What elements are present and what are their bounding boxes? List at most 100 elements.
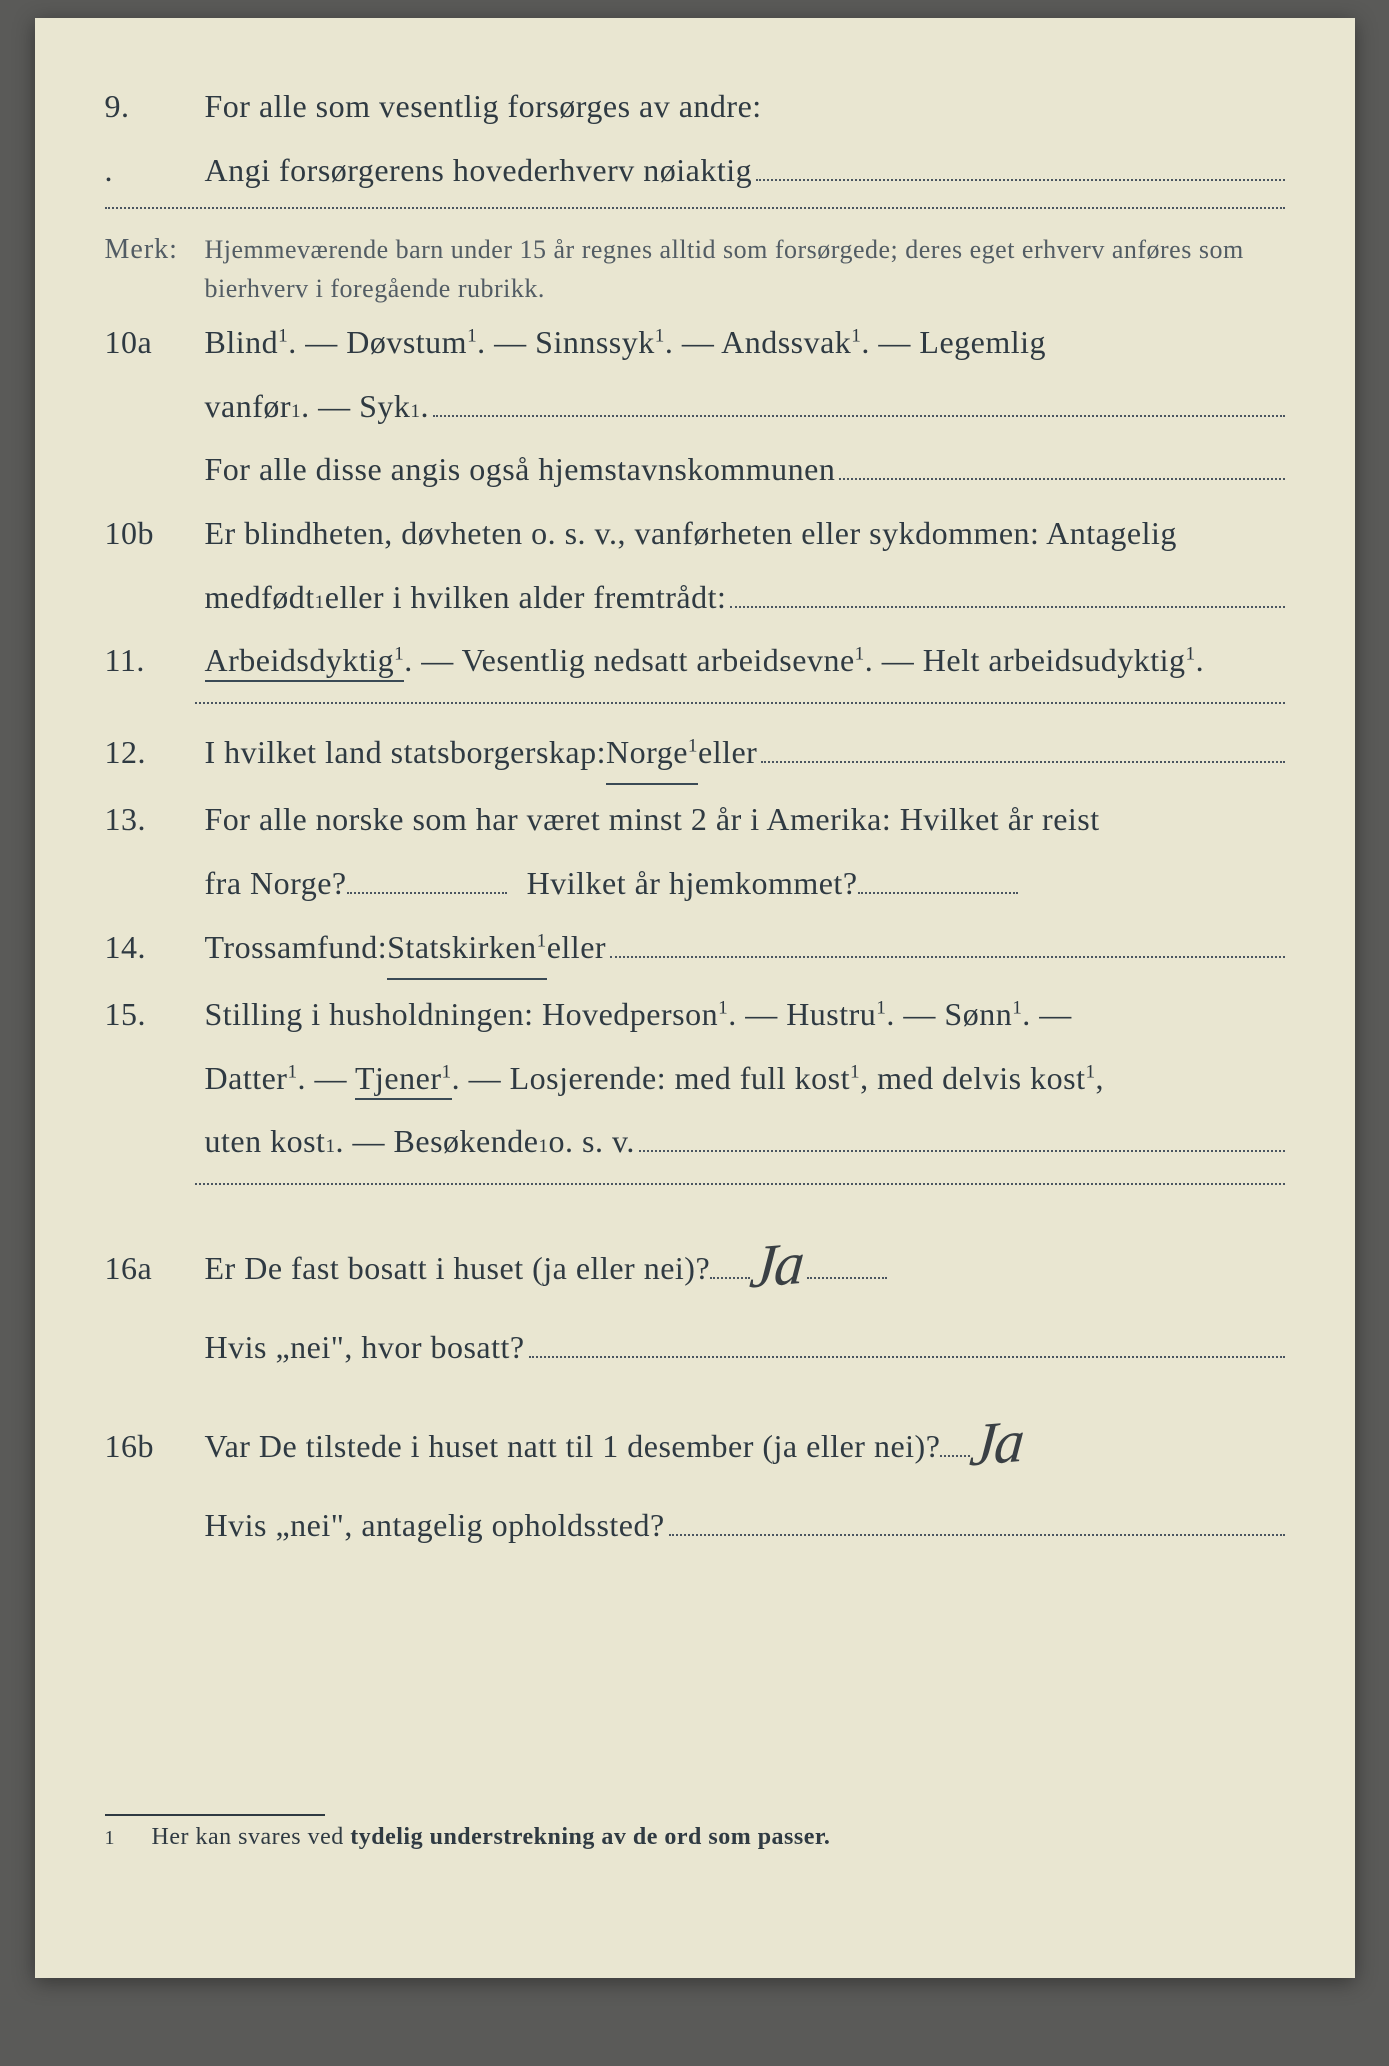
fill-line	[858, 863, 1018, 894]
fill-line	[807, 1248, 887, 1279]
q10b-text1: Er blindheten, døvheten o. s. v., vanfør…	[205, 505, 1285, 563]
sup: 1	[394, 644, 404, 665]
opt-arbeidsdyktig-selected: Arbeidsdyktig1	[205, 642, 405, 682]
opt-hovedperson: Stilling i husholdningen: Hovedperson	[205, 996, 719, 1032]
sup: 1	[718, 997, 728, 1018]
footnote: 1 Her kan svares ved tydelig understrekn…	[105, 1824, 1285, 1851]
sup: 1	[441, 1061, 451, 1082]
footnote-text: Her kan svares ved tydelig understreknin…	[152, 1824, 831, 1850]
q12-number: 12.	[105, 724, 205, 782]
q15-dash: . —	[1022, 996, 1072, 1032]
q10b-line2: medfødt1 eller i hvilken alder fremtrådt…	[105, 569, 1285, 627]
opt-sinnssyk: . — Sinnssyk	[477, 324, 655, 360]
q12-pre: I hvilket land statsborgerskap:	[205, 724, 607, 782]
sup: 1	[538, 1130, 548, 1165]
sup: 1	[1085, 1061, 1095, 1082]
q13-a: fra Norge?	[205, 855, 347, 913]
q9-line2: . Angi forsørgerens hovederhverv nøiakti…	[105, 142, 1285, 200]
opt-sonn: . — Sønn	[886, 996, 1012, 1032]
divider	[195, 1183, 1285, 1185]
q12-line: 12. I hvilket land statsborgerskap: Norg…	[105, 724, 1285, 786]
opt-datter: Datter	[205, 1060, 288, 1096]
fill-line	[710, 1248, 750, 1279]
q16b-text: Var De tilstede i huset natt til 1 desem…	[205, 1418, 941, 1476]
footnote-bold: tydelig understrekning av de ord som pas…	[350, 1824, 830, 1850]
fill-line	[639, 1122, 1285, 1153]
q10a-line2: vanfør1. — Syk1.	[105, 378, 1285, 436]
q15-line1: 15. Stilling i husholdningen: Hovedperso…	[105, 986, 1285, 1044]
q9-line1: 9. For alle som vesentlig forsørges av a…	[105, 78, 1285, 136]
q14-post: eller	[547, 919, 606, 977]
sup: 1	[325, 1130, 335, 1165]
opt-nedsatt: . — Vesentlig nedsatt arbeidsevne	[404, 642, 854, 678]
merk-row: Merk: Hjemmeværende barn under 15 år reg…	[105, 229, 1285, 308]
q9-dot: .	[105, 142, 205, 200]
sup: 1	[855, 644, 865, 665]
fill-line	[669, 1505, 1285, 1536]
q13-line1: 13. For alle norske som har været minst …	[105, 791, 1285, 849]
sup: 1	[851, 326, 861, 347]
q10b-line1: 10b Er blindheten, døvheten o. s. v., va…	[105, 505, 1285, 563]
sup: 1	[287, 1061, 297, 1082]
sup: 1	[850, 1061, 860, 1082]
fill-line	[940, 1426, 970, 1457]
sep: . —	[298, 1060, 355, 1096]
opt-syk: . — Syk	[301, 378, 410, 436]
q14-pre: Trossamfund:	[205, 919, 388, 977]
q15-body1: Stilling i husholdningen: Hovedperson1. …	[205, 986, 1285, 1044]
sup: 1	[410, 395, 420, 430]
opt-arbeidsdyktig: Arbeidsdyktig	[205, 642, 395, 678]
q10b-medfodt: medfødt	[205, 569, 315, 627]
q10a-line1: 10a Blind1. — Døvstum1. — Sinnssyk1. — A…	[105, 314, 1285, 372]
divider	[195, 702, 1285, 704]
fill-line	[347, 863, 507, 894]
q15-body2: Datter1. — Tjener1. — Losjerende: med fu…	[205, 1050, 1285, 1108]
period: .	[421, 378, 430, 436]
q16a-line2: Hvis „nei", hvor bosatt?	[105, 1319, 1285, 1377]
sup: 1	[655, 326, 665, 347]
q10a-line3: For alle disse angis også hjemstavnskomm…	[105, 441, 1285, 499]
q16b-line1: 16b Var De tilstede i huset natt til 1 d…	[105, 1383, 1285, 1491]
opt-hustru: . — Hustru	[728, 996, 876, 1032]
q10a-text3: For alle disse angis også hjemstavnskomm…	[205, 441, 836, 499]
q13-line2: fra Norge? Hvilket år hjemkommet?	[105, 855, 1285, 913]
q12-post: eller	[698, 724, 757, 782]
q11-line: 11. Arbeidsdyktig1. — Vesentlig nedsatt …	[105, 632, 1285, 690]
q15-line3: uten kost1. — Besøkende1 o. s. v.	[105, 1113, 1285, 1171]
q13-number: 13.	[105, 791, 205, 849]
fill-line	[756, 150, 1284, 181]
q9-text2: Angi forsørgerens hovederhverv nøiaktig	[205, 142, 753, 200]
sup: 1	[688, 735, 698, 756]
opt-andssvak: . — Andssvak	[665, 324, 851, 360]
fill-line	[730, 577, 1284, 608]
q16a-text: Er De fast bosatt i huset (ja eller nei)…	[205, 1240, 711, 1298]
opt-statskirken-selected: Statskirken1	[387, 919, 547, 981]
q13-b: Hvilket år hjemkommet?	[527, 855, 858, 913]
opt-norge-selected: Norge1	[606, 724, 698, 786]
sup: 1	[315, 586, 325, 621]
fill-line	[433, 386, 1285, 417]
opt-norge: Norge	[606, 734, 688, 770]
footnote-number: 1	[105, 1827, 116, 1849]
q10a-number: 10a	[105, 314, 205, 372]
q10a-body1: Blind1. — Døvstum1. — Sinnssyk1. — Andss…	[205, 314, 1285, 372]
q14-line: 14. Trossamfund: Statskirken1 eller	[105, 919, 1285, 981]
q11-number: 11.	[105, 632, 205, 690]
q9-text1: For alle som vesentlig forsørges av andr…	[205, 78, 1285, 136]
q11-body: Arbeidsdyktig1. — Vesentlig nedsatt arbe…	[205, 632, 1285, 690]
q16b-answer-handwritten: Ja	[966, 1386, 1028, 1500]
q16a-text2: Hvis „nei", hvor bosatt?	[205, 1319, 525, 1377]
q16b-text2: Hvis „nei", antagelig opholdssted?	[205, 1497, 665, 1555]
opt-statskirken: Statskirken	[387, 929, 536, 965]
q15-osv: o. s. v.	[549, 1113, 635, 1171]
sup: 1	[291, 395, 301, 430]
q9-number: 9.	[105, 78, 205, 136]
sup: 1	[467, 326, 477, 347]
sup: 1	[278, 326, 288, 347]
opt-dovstum: . — Døvstum	[288, 324, 467, 360]
opt-tjener: Tjener	[355, 1060, 442, 1096]
census-form-page: 9. For alle som vesentlig forsørges av a…	[35, 18, 1355, 1978]
opt-vanfor: vanfør	[205, 378, 292, 436]
comma: ,	[1096, 1060, 1105, 1096]
merk-label: Merk:	[105, 229, 205, 271]
